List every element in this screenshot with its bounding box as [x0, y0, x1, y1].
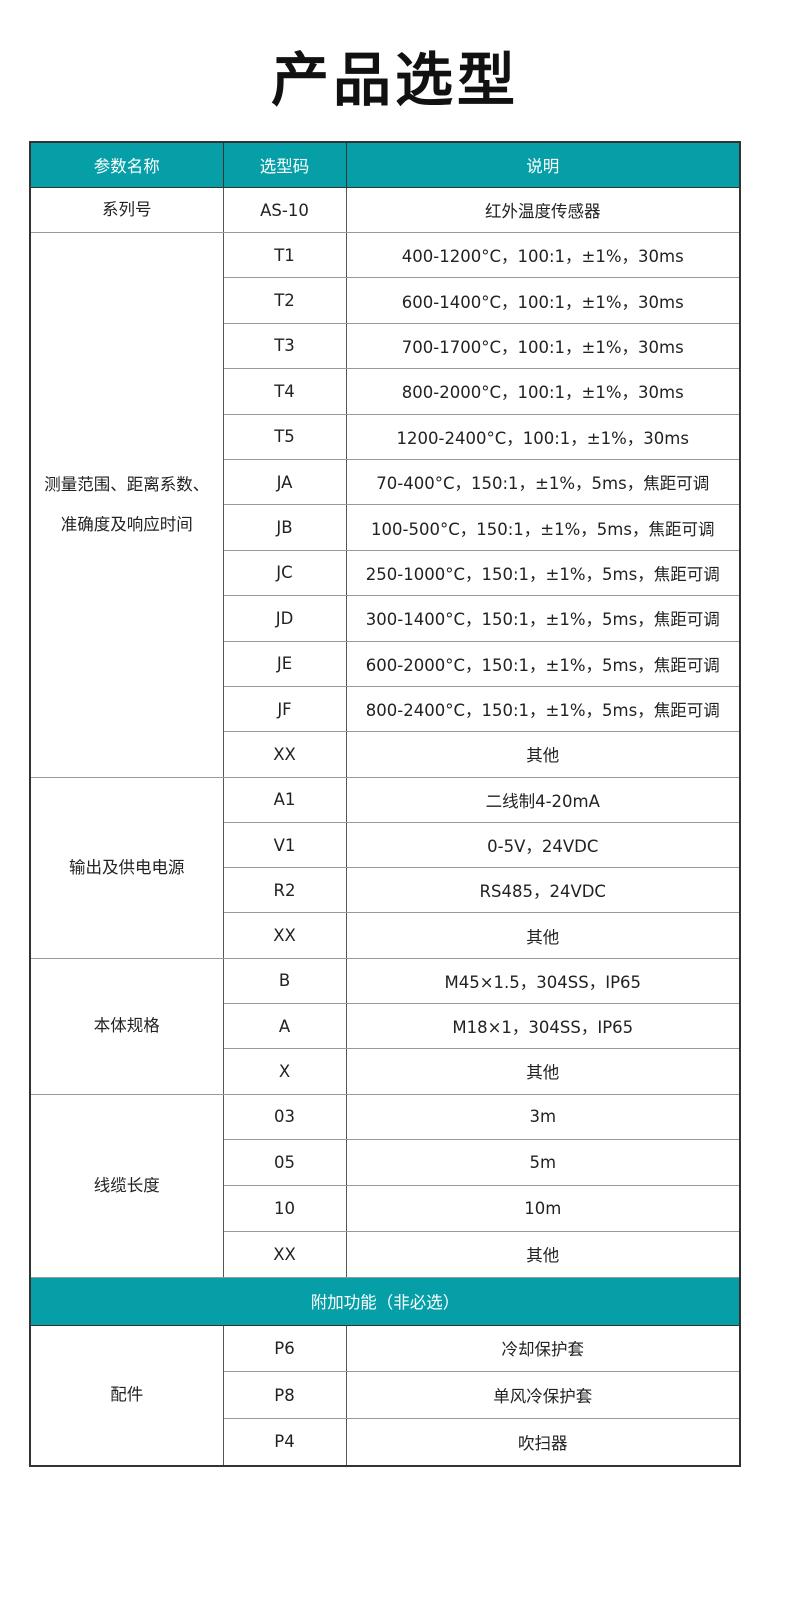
- table-row: T2 600-1400°C，100:1，±1%，30ms: [30, 277, 741, 324]
- description-cell: 100-500°C，150:1，±1%，5ms，焦距可调: [345, 504, 741, 551]
- description-cell: 400-1200°C，100:1，±1%，30ms: [345, 231, 741, 279]
- code-cell: P8: [222, 1371, 347, 1419]
- table-row: JA 70-400°C，150:1，±1%，5ms，焦距可调: [30, 458, 741, 506]
- table-row: A M18×1，304SS，IP65: [30, 1002, 741, 1050]
- code-cell: XX: [222, 731, 347, 778]
- description-cell: 其他: [345, 731, 741, 778]
- code-cell: 05: [222, 1139, 347, 1187]
- description-cell: 吹扫器: [345, 1417, 741, 1467]
- table-row: 配件 P6 冷却保护套: [29, 1324, 741, 1467]
- table-row: 线缆长度 03 3m: [29, 1093, 741, 1278]
- description-cell: 600-1400°C，100:1，±1%，30ms: [345, 277, 741, 324]
- code-cell: JF: [222, 685, 347, 733]
- table-row: 05 5m: [30, 1139, 741, 1187]
- code-cell: T2: [222, 277, 347, 324]
- table-row: P8 单风冷保护套: [30, 1371, 741, 1419]
- code-cell: AS-10: [222, 187, 347, 233]
- description-cell: 其他: [345, 1230, 741, 1278]
- table-row: XX 其他: [30, 731, 741, 778]
- description-cell: 10m: [345, 1185, 741, 1232]
- code-cell: A1: [222, 776, 347, 823]
- code-cell: JB: [222, 504, 347, 551]
- description-cell: 700-1700°C，100:1，±1%，30ms: [345, 322, 741, 370]
- header-description: 说明: [345, 141, 741, 188]
- table-row: XX 其他: [30, 912, 741, 959]
- section-header: 附加功能（非必选）: [29, 1276, 741, 1326]
- param-name-cell: 输出及供电电源: [29, 776, 224, 959]
- table-row: JC 250-1000°C，150:1，±1%，5ms，焦距可调: [30, 549, 741, 597]
- description-cell: 其他: [345, 1048, 741, 1095]
- description-cell: 0-5V，24VDC: [345, 821, 741, 869]
- table-header-row: 参数名称 选型码 说明: [29, 141, 741, 188]
- code-cell: JE: [222, 640, 347, 687]
- code-cell: A: [222, 1002, 347, 1050]
- table-row: P4 吹扫器: [30, 1417, 741, 1467]
- table-row: JB 100-500°C，150:1，±1%，5ms，焦距可调: [30, 504, 741, 551]
- param-name-cell: 系列号: [29, 187, 224, 233]
- param-name-line: 测量范围、距离系数、: [44, 474, 210, 494]
- description-cell: 单风冷保护套: [345, 1371, 741, 1419]
- description-cell: 二线制4-20mA: [345, 776, 741, 823]
- code-cell: B: [222, 957, 347, 1004]
- description-cell: 3m: [345, 1093, 741, 1141]
- code-cell: 03: [222, 1093, 347, 1141]
- description-cell: 红外温度传感器: [345, 187, 741, 233]
- description-cell: 800-2400°C，150:1，±1%，5ms，焦距可调: [345, 685, 741, 733]
- code-cell: P6: [222, 1324, 347, 1373]
- product-selection-table: 参数名称 选型码 说明 系列号 AS-10 红外温度传感器 测量范围、距离系数、 准确度…: [29, 141, 741, 1467]
- table-row: T4 800-2000°C，100:1，±1%，30ms: [30, 368, 741, 415]
- param-name-cell: 线缆长度: [29, 1093, 224, 1278]
- code-cell: JD: [222, 595, 347, 642]
- header-param-name: 参数名称: [29, 141, 224, 188]
- table-row: XX 其他: [30, 1230, 741, 1278]
- code-cell: T5: [222, 413, 347, 460]
- code-cell: 10: [222, 1185, 347, 1232]
- table-row: 10 10m: [30, 1185, 741, 1232]
- code-cell: XX: [222, 1230, 347, 1278]
- description-cell: 300-1400°C，150:1，±1%，5ms，焦距可调: [345, 595, 741, 642]
- description-cell: 冷却保护套: [345, 1324, 741, 1373]
- description-cell: M45×1.5，304SS，IP65: [345, 957, 741, 1004]
- description-cell: 其他: [345, 912, 741, 959]
- description-cell: 800-2000°C，100:1，±1%，30ms: [345, 368, 741, 415]
- code-cell: X: [222, 1048, 347, 1095]
- table-row: 本体规格 B M45×1.5，304SS，IP65: [29, 957, 741, 1095]
- code-cell: R2: [222, 867, 347, 914]
- code-cell: XX: [222, 912, 347, 959]
- code-cell: T1: [222, 231, 347, 279]
- section-header-row: 附加功能（非必选）: [29, 1276, 741, 1326]
- table-row: JD 300-1400°C，150:1，±1%，5ms，焦距可调: [30, 595, 741, 642]
- code-cell: T4: [222, 368, 347, 415]
- code-cell: T3: [222, 322, 347, 370]
- table-row: R2 RS485，24VDC: [30, 867, 741, 914]
- description-cell: 1200-2400°C，100:1，±1%，30ms: [345, 413, 741, 460]
- table-row: V1 0-5V，24VDC: [30, 821, 741, 869]
- param-name-cell: 测量范围、距离系数、 准确度及响应时间: [29, 232, 224, 778]
- description-cell: RS485，24VDC: [345, 867, 741, 914]
- table-row: T3 700-1700°C，100:1，±1%，30ms: [30, 322, 741, 370]
- table-row: 输出及供电电源 A1 二线制4-20mA: [29, 776, 741, 959]
- table-row: X 其他: [30, 1048, 741, 1095]
- param-name-line: 准确度及响应时间: [60, 514, 193, 534]
- table-row: JF 800-2400°C，150:1，±1%，5ms，焦距可调: [30, 685, 741, 733]
- description-cell: M18×1，304SS，IP65: [345, 1002, 741, 1050]
- code-cell: JA: [222, 458, 347, 506]
- header-code: 选型码: [222, 141, 347, 188]
- code-cell: JC: [222, 549, 347, 597]
- param-name-cell: 配件: [29, 1324, 224, 1467]
- code-cell: V1: [222, 821, 347, 869]
- code-cell: P4: [222, 1417, 347, 1467]
- description-cell: 250-1000°C，150:1，±1%，5ms，焦距可调: [345, 549, 741, 597]
- table-row: 测量范围、距离系数、 准确度及响应时间 T1 400-1200°C，100:1，±1%…: [29, 231, 741, 778]
- description-cell: 600-2000°C，150:1，±1%，5ms，焦距可调: [345, 640, 741, 687]
- table-row: T5 1200-2400°C，100:1，±1%，30ms: [30, 413, 741, 460]
- param-name-cell: 本体规格: [29, 957, 224, 1095]
- description-cell: 5m: [345, 1139, 741, 1187]
- description-cell: 70-400°C，150:1，±1%，5ms，焦距可调: [345, 458, 741, 506]
- table-row: 系列号 AS-10 红外温度传感器: [29, 187, 741, 233]
- page-title: 产品选型: [270, 46, 519, 114]
